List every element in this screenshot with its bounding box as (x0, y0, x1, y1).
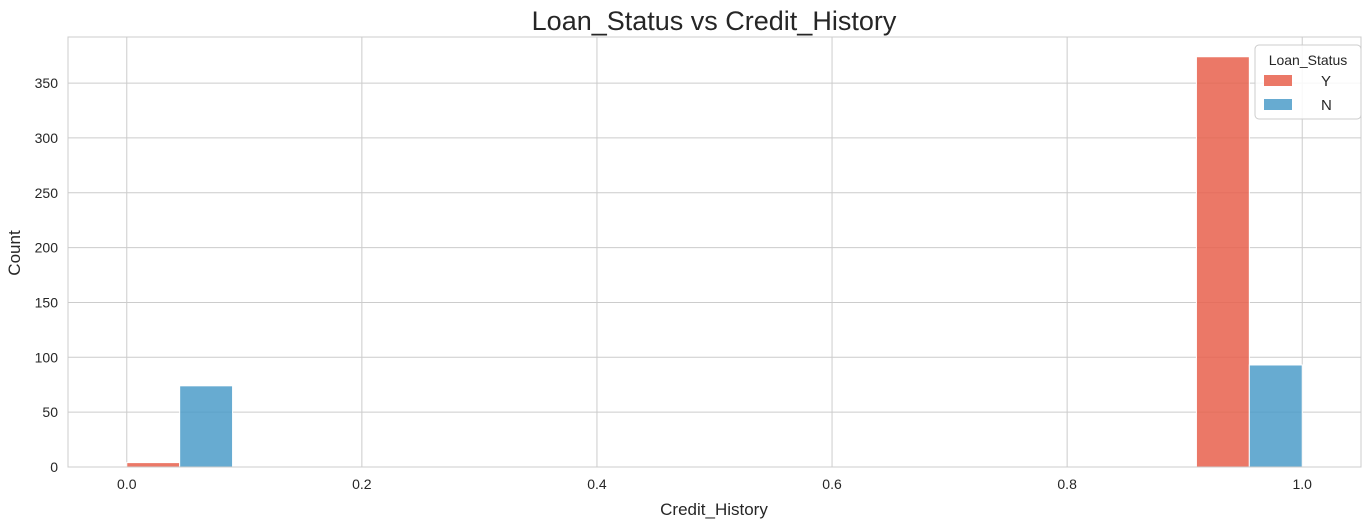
y-tick-label: 200 (35, 240, 59, 256)
x-axis-label: Credit_History (660, 500, 768, 519)
legend-swatch-n (1264, 99, 1292, 110)
y-axis-label: Count (5, 230, 24, 276)
bar-y (1195, 56, 1250, 468)
x-tick-label: 0.2 (352, 476, 372, 492)
x-tick-label: 0.8 (1057, 476, 1077, 492)
y-tick-label: 350 (35, 75, 59, 91)
x-tick-label: 0.6 (822, 476, 842, 492)
plot-frame (67, 36, 1362, 468)
y-tick-label: 50 (42, 404, 58, 420)
x-tick-label: 1.0 (1292, 476, 1312, 492)
bar-n (179, 385, 234, 468)
legend-label-y: Y (1321, 73, 1331, 90)
tick-labels: 0.0 0.2 0.4 0.6 0.8 1.0 0 50 100 150 200 250 300 350 (35, 75, 1313, 492)
chart-title: Loan_Status vs Credit_History (532, 6, 897, 36)
x-tick-label: 0.0 (117, 476, 137, 492)
legend-title: Loan_Status (1269, 52, 1348, 68)
y-tick-label: 150 (35, 294, 59, 310)
grid (68, 37, 1361, 468)
y-tick-label: 0 (50, 459, 58, 475)
legend-swatch-y (1264, 75, 1292, 86)
y-tick-label: 250 (35, 185, 59, 201)
y-tick-label: 300 (35, 130, 59, 146)
bar-y (126, 462, 181, 468)
legend-label-n: N (1321, 97, 1332, 114)
legend: Loan_Status Y N (1254, 44, 1362, 120)
bar-n (1248, 364, 1303, 468)
bars (126, 56, 1303, 468)
y-tick-label: 100 (35, 349, 59, 365)
x-tick-label: 0.4 (587, 476, 607, 492)
